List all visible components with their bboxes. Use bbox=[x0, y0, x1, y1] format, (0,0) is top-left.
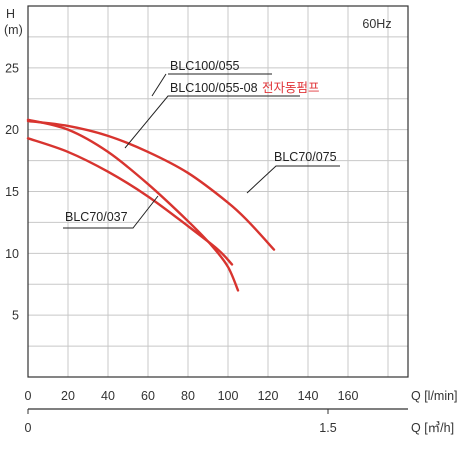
series-line-2 bbox=[26, 137, 234, 266]
leader-line bbox=[151, 73, 167, 97]
x-tick-label: 40 bbox=[101, 389, 115, 403]
annotation-blc100-055: BLC100/055 bbox=[170, 59, 240, 73]
tick-labels: 51015202502040608010012014016001.534.567… bbox=[5, 61, 408, 435]
leader-lines bbox=[63, 73, 340, 229]
x-tick-label: 100 bbox=[218, 389, 239, 403]
leader-line bbox=[63, 195, 159, 229]
x-tick-label: 80 bbox=[181, 389, 195, 403]
leader-line bbox=[124, 95, 300, 149]
series-line-0 bbox=[26, 119, 276, 251]
y-tick-label: 20 bbox=[5, 123, 19, 137]
x-tick-label: 120 bbox=[258, 389, 279, 403]
y-tick-label: 25 bbox=[5, 61, 19, 75]
y-axis-unit: (m) bbox=[4, 23, 23, 37]
annotation-auto-pump: 전자동펌프 bbox=[262, 81, 320, 95]
x-tick-label: 60 bbox=[141, 389, 155, 403]
series-line-1 bbox=[26, 118, 240, 292]
plot-frame bbox=[27, 5, 409, 378]
x-tick-label: 0 bbox=[25, 389, 32, 403]
y-tick-label: 15 bbox=[5, 185, 19, 199]
x-tick-label: 140 bbox=[298, 389, 319, 403]
x2-axis-title-m3h: Q [㎥/h] bbox=[411, 421, 454, 435]
frequency-label: 60Hz bbox=[362, 17, 391, 31]
x-tick-label: 160 bbox=[338, 389, 359, 403]
annotation-blc70-075: BLC70/075 bbox=[274, 150, 337, 164]
y-tick-label: 5 bbox=[12, 309, 19, 323]
x2-tick-label: 1.5 bbox=[319, 421, 336, 435]
curves bbox=[26, 118, 276, 292]
annotation-blc100-055-08: BLC100/055-08 bbox=[170, 81, 258, 95]
y-axis-title: H bbox=[6, 7, 15, 21]
leader-line bbox=[246, 165, 340, 194]
annotation-blc70-037: BLC70/037 bbox=[65, 210, 128, 224]
y-tick-label: 10 bbox=[5, 247, 19, 261]
x-axis-title-lmin: Q [l/min] bbox=[411, 389, 458, 403]
x2-tick-label: 0 bbox=[25, 421, 32, 435]
x-tick-label: 20 bbox=[61, 389, 75, 403]
